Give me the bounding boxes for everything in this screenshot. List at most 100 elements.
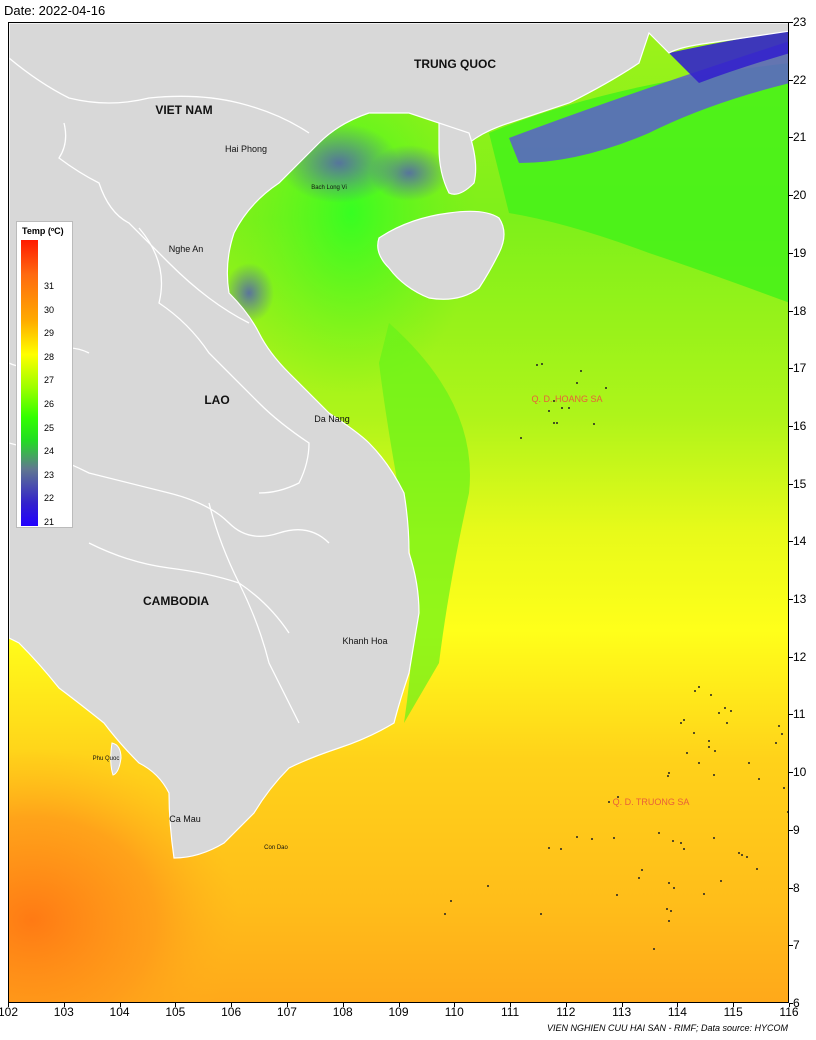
land-phu-quoc-island — [110, 742, 122, 776]
x-tick-label: 107 — [276, 1005, 297, 1019]
y-tick-label: 19 — [793, 245, 807, 260]
label-khanh-hoa: Khanh Hoa — [342, 636, 388, 646]
y-tick-label: 15 — [793, 476, 807, 491]
y-tick-mark — [789, 195, 793, 197]
legend-label: 28 — [44, 351, 55, 362]
y-tick-mark — [789, 425, 793, 427]
label-truong-sa: Q. D. TRUONG SA — [612, 797, 690, 807]
x-tick-label: 116 — [779, 1005, 799, 1019]
map-canvas — [9, 23, 788, 1002]
y-tick-mark — [789, 252, 793, 254]
x-tick-mark — [789, 1003, 790, 1007]
y-tick-mark — [789, 79, 793, 81]
y-tick-mark — [789, 22, 793, 23]
legend-label: 21 — [44, 517, 55, 527]
y-tick-mark — [789, 656, 793, 658]
legend-label: 25 — [44, 422, 55, 433]
y-tick-mark — [789, 1003, 793, 1004]
legend-color-bar — [21, 240, 38, 526]
legend-label: 31 — [44, 281, 55, 291]
temperature-legend: Temp (ºC) 31 30 29 28 27 26 25 24 23 22 21 — [16, 221, 73, 528]
y-tick-label: 12 — [793, 649, 807, 664]
y-tick-label: 20 — [793, 188, 807, 203]
date-label: Date: 2022-04-16 — [4, 3, 106, 18]
x-tick-mark — [8, 1003, 9, 1007]
x-tick-mark — [565, 1003, 567, 1007]
x-tick-label: 104 — [109, 1005, 130, 1019]
land-mainland — [9, 23, 788, 859]
label-nghe-an: Nghe An — [168, 244, 204, 254]
x-tick-mark — [677, 1003, 679, 1007]
x-tick-label: 110 — [444, 1005, 464, 1019]
legend-label: 27 — [44, 375, 55, 386]
label-bach-long-vi: Bach Long Vi — [311, 185, 347, 191]
x-tick-mark — [342, 1003, 344, 1007]
legend-label: 26 — [44, 399, 55, 409]
legend-label: 22 — [44, 493, 55, 504]
y-tick-label: 21 — [793, 130, 807, 145]
label-hoang-sa: Q. D. HOANG SA — [531, 394, 603, 404]
x-tick-label: 106 — [221, 1005, 242, 1019]
x-tick-mark — [286, 1003, 288, 1007]
y-tick-label: 22 — [793, 72, 807, 87]
y-tick-mark — [789, 483, 793, 485]
land-leizhou-peninsula — [438, 122, 477, 195]
legend-label: 24 — [44, 446, 55, 457]
source-footer: VIEN NGHIEN CUU HAI SAN - RIMF; Data sou… — [546, 1023, 788, 1033]
y-tick-mark — [789, 772, 793, 774]
y-tick-label: 16 — [793, 418, 807, 433]
gulf-cool-patch-2 — [369, 145, 449, 201]
y-tick-label: 17 — [793, 361, 807, 376]
x-tick-label: 115 — [723, 1005, 743, 1019]
label-cambodia: CAMBODIA — [143, 594, 209, 608]
x-tick-mark — [621, 1003, 623, 1007]
x-tick-label: 111 — [500, 1005, 520, 1019]
cold-water-core — [669, 31, 788, 83]
y-tick-label: 6 — [793, 996, 800, 1010]
x-tick-mark — [119, 1003, 121, 1007]
x-tick-label: 109 — [388, 1005, 409, 1019]
x-tick-label: 102 — [0, 1005, 19, 1019]
coastal-green-tongue — [379, 323, 470, 723]
y-tick-label: 9 — [793, 822, 800, 837]
y-tick-label: 7 — [793, 938, 800, 953]
legend-label: 30 — [44, 304, 55, 315]
y-tick-label: 8 — [793, 880, 800, 895]
y-tick-label: 23 — [793, 15, 807, 29]
land-hainan-island — [377, 210, 505, 300]
x-tick-mark — [175, 1003, 177, 1007]
label-phu-quoc: Phu Quoc — [92, 756, 120, 762]
y-tick-mark — [789, 599, 793, 601]
x-tick-label: 112 — [556, 1005, 576, 1019]
y-tick-mark — [789, 887, 793, 889]
y-tick-label: 14 — [793, 534, 807, 549]
x-tick-label: 103 — [53, 1005, 74, 1019]
y-tick-mark — [789, 541, 793, 543]
legend-label: 29 — [44, 328, 55, 339]
truong-sa-islands — [444, 686, 788, 950]
y-tick-label: 18 — [793, 303, 807, 318]
label-hai-phong: Hai Phong — [224, 144, 268, 154]
label-vietnam: VIET NAM — [155, 103, 213, 117]
y-tick-label: 11 — [793, 707, 806, 722]
x-tick-mark — [231, 1003, 233, 1007]
y-tick-label: 13 — [793, 592, 807, 607]
y-tick-mark — [789, 310, 793, 312]
x-tick-mark — [63, 1003, 65, 1007]
label-ca-mau: Ca Mau — [169, 814, 201, 824]
x-tick-mark — [510, 1003, 512, 1007]
x-tick-label: 114 — [667, 1005, 687, 1019]
legend-label: 23 — [44, 469, 55, 480]
y-tick-mark — [789, 137, 793, 139]
y-tick-mark — [789, 945, 793, 947]
x-tick-label: 113 — [612, 1005, 632, 1019]
x-tick-label: 105 — [165, 1005, 186, 1019]
x-tick-mark — [733, 1003, 735, 1007]
legend-title: Temp (ºC) — [22, 226, 64, 236]
x-tick-label: 108 — [332, 1005, 353, 1019]
x-tick-mark — [398, 1003, 400, 1007]
y-tick-label: 10 — [793, 765, 807, 780]
label-laos: LAO — [204, 393, 230, 407]
y-tick-mark — [789, 714, 793, 716]
x-tick-mark — [454, 1003, 456, 1007]
